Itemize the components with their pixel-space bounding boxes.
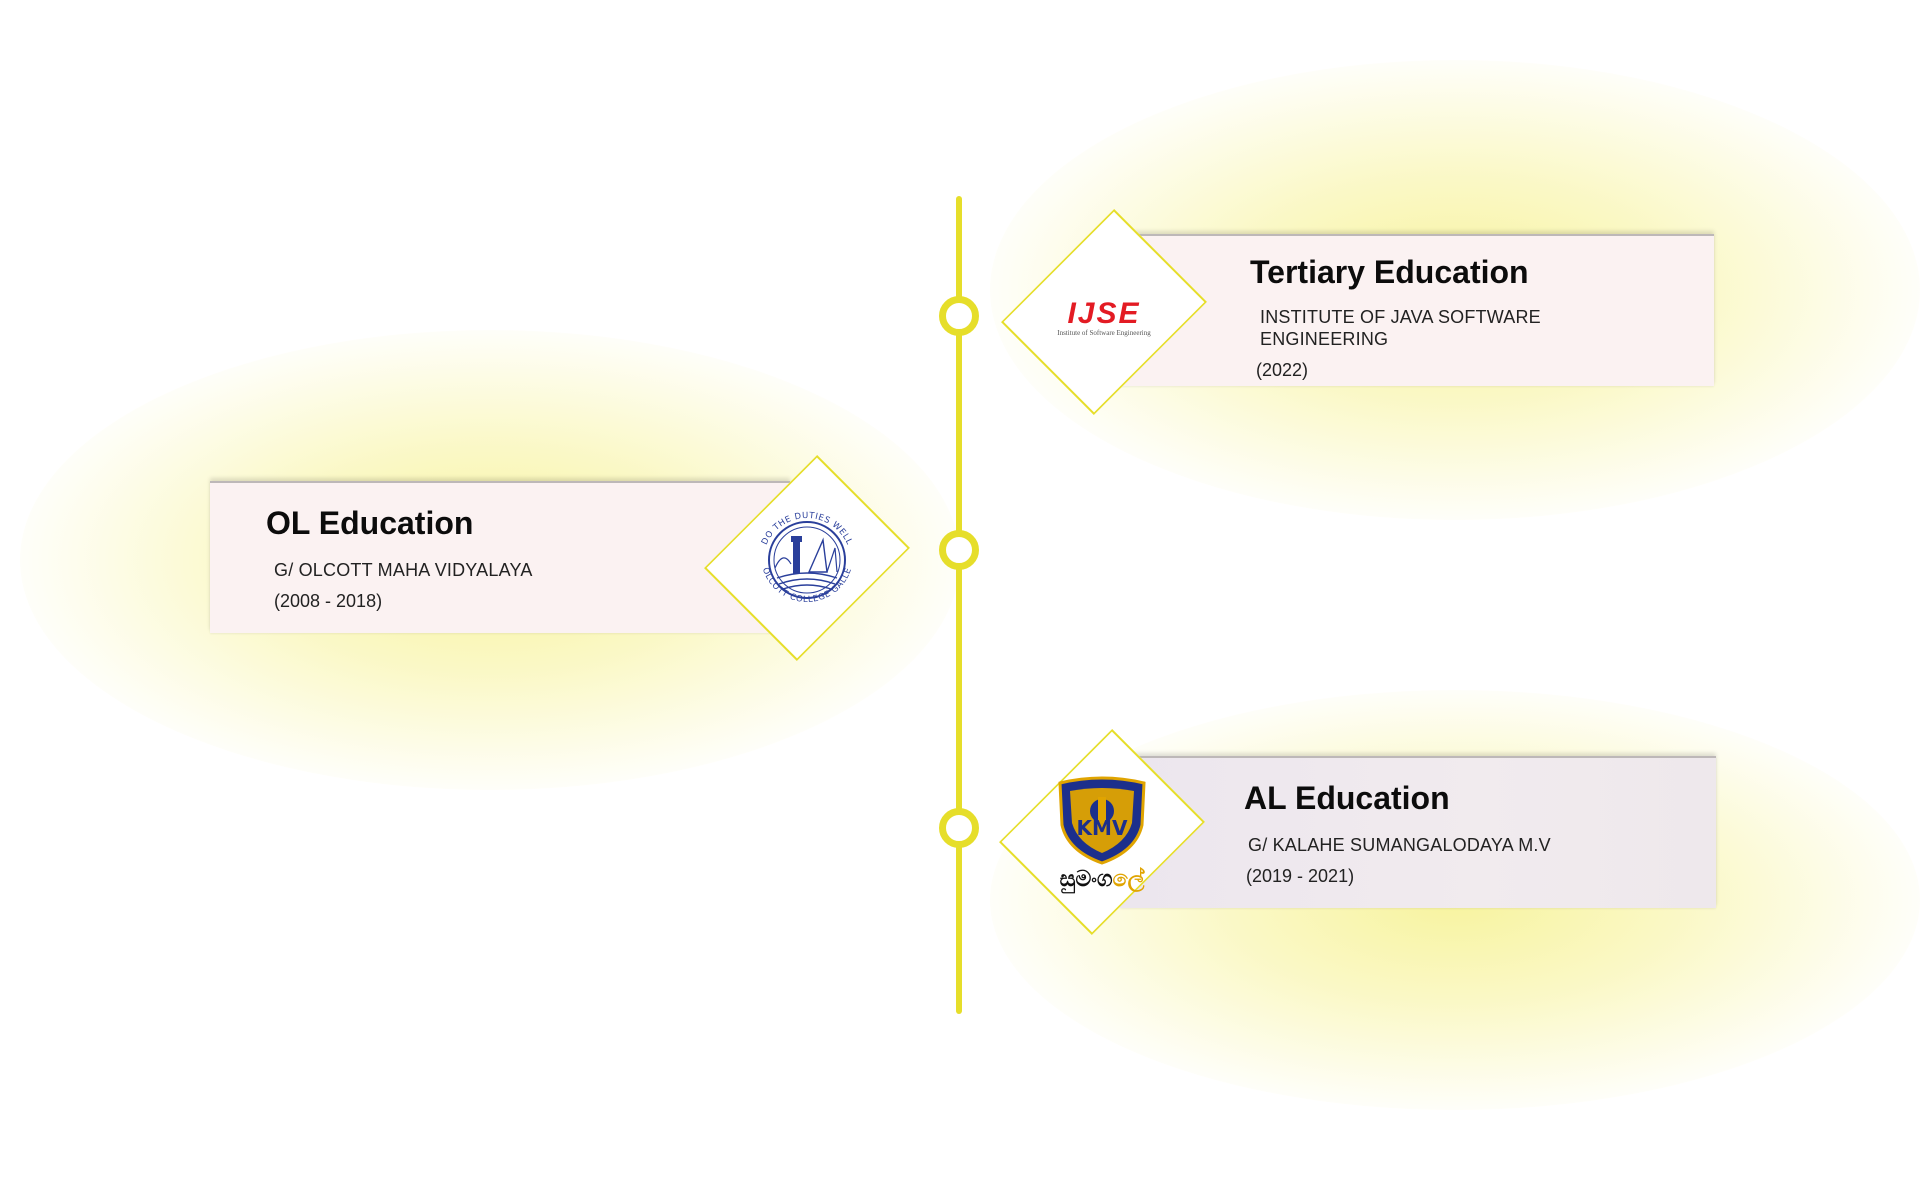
ijse-wordmark: IJSE [1067,297,1141,330]
card-institution: G/ KALAHE SUMANGALODAYA M.V [1248,835,1551,855]
kmv-shield-svg: KMV [1058,776,1146,865]
card-title: Tertiary Education [1250,254,1529,290]
ijse-logo-icon: IJSE Institute of Software Engineering [1024,290,1184,346]
institution-line-1: INSTITUTE OF JAVA SOFTWARE [1260,307,1541,327]
wordmark-part-a: සුමංග [1059,866,1113,892]
card-title: AL Education [1244,780,1450,816]
timeline-node-ol [939,530,979,570]
card-years: (2019 - 2021) [1246,866,1355,886]
kmv-shield-crest-icon: KMV සුමංගලේ [1042,774,1162,892]
card-years: (2022) [1256,360,1309,380]
card-title: OL Education [266,505,474,541]
wordmark-part-b: ලේ [1112,866,1145,892]
sumangala-wordmark: සුමංගලේ [1060,867,1145,892]
kmv-initials: KMV [1077,816,1128,840]
institution-line-2: ENGINEERING [1260,329,1389,349]
card-institution: G/ OLCOTT MAHA VIDYALAYA [274,560,533,580]
timeline-line [956,196,962,1014]
olcott-crest-svg: DO THE DUTIES WELL OLCOTT COLLEGE GALLE [760,511,854,605]
timeline-card-ol: OL Education G/ OLCOTT MAHA VIDYALAYA (2… [210,481,790,633]
timeline-node-tertiary [939,296,979,336]
timeline-card-tertiary: Tertiary Education INSTITUTE OF JAVA SOF… [1120,234,1714,386]
olcott-college-crest-icon: DO THE DUTIES WELL OLCOTT COLLEGE GALLE [747,498,867,618]
ijse-tagline: Institute of Software Engineering [1057,329,1151,337]
card-institution: INSTITUTE OF JAVA SOFTWARE ENGINEERING [1260,306,1541,350]
timeline-card-al: AL Education G/ KALAHE SUMANGALODAYA M.V… [1120,756,1716,908]
timeline-node-al [939,808,979,848]
card-years: (2008 - 2018) [274,591,383,611]
